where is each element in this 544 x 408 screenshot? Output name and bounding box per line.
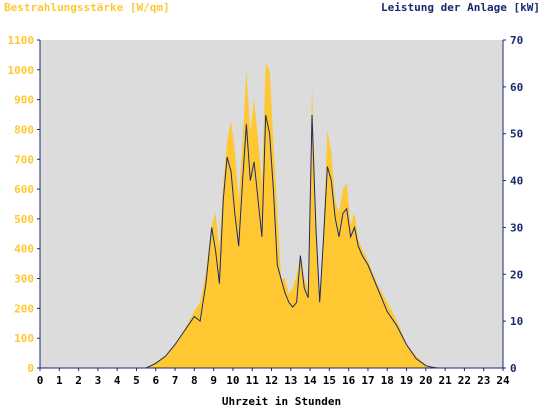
left-tick-label: 200 [14,302,34,315]
irradiance-area [40,63,503,369]
x-tick-label: 0 [37,374,44,387]
left-tick-label: 400 [14,243,34,256]
right-tick-label: 10 [510,315,523,328]
left-tick-label: 1000 [8,64,35,77]
x-tick-label: 18 [381,374,394,387]
x-tick-label: 14 [303,374,317,387]
x-tick-label: 2 [75,374,82,387]
left-tick-label: 1100 [8,34,35,47]
x-tick-label: 5 [133,374,140,387]
x-tick-label: 16 [342,374,356,387]
right-tick-label: 60 [510,81,523,94]
x-tick-label: 11 [246,374,260,387]
x-tick-label: 17 [361,374,374,387]
left-tick-label: 700 [14,153,34,166]
x-tick-label: 3 [95,374,102,387]
x-tick-label: 6 [152,374,159,387]
right-tick-label: 50 [510,128,523,141]
left-tick-label: 100 [14,332,34,345]
right-tick-label: 0 [510,362,517,375]
left-axis-title: Bestrahlungsstärke [W/qm] [4,1,170,14]
x-tick-label: 12 [265,374,278,387]
x-tick-label: 15 [323,374,336,387]
x-tick-label: 10 [226,374,239,387]
x-tick-label: 21 [439,374,453,387]
x-tick-label: 7 [172,374,179,387]
left-tick-label: 300 [14,273,34,286]
x-tick-label: 23 [477,374,490,387]
x-tick-label: 24 [496,374,510,387]
right-tick-label: 20 [510,268,523,281]
x-tick-label: 22 [458,374,471,387]
power-line [40,114,503,369]
right-tick-label: 30 [510,221,523,234]
x-tick-label: 13 [284,374,297,387]
x-tick-label: 4 [114,374,121,387]
left-tick-label: 600 [14,183,34,196]
x-tick-label: 8 [191,374,198,387]
x-axis-title: Uhrzeit in Stunden [222,395,341,408]
right-axis-title: Leistung der Anlage [kW] [381,1,540,14]
left-tick-label: 800 [14,123,34,136]
x-tick-label: 20 [419,374,432,387]
left-tick-label: 0 [27,362,34,375]
x-tick-label: 1 [56,374,63,387]
right-tick-label: 40 [510,175,523,188]
right-tick-label: 70 [510,34,523,47]
x-tick-label: 9 [210,374,217,387]
x-tick-label: 19 [400,374,413,387]
left-tick-label: 500 [14,213,34,226]
left-tick-label: 900 [14,94,34,107]
